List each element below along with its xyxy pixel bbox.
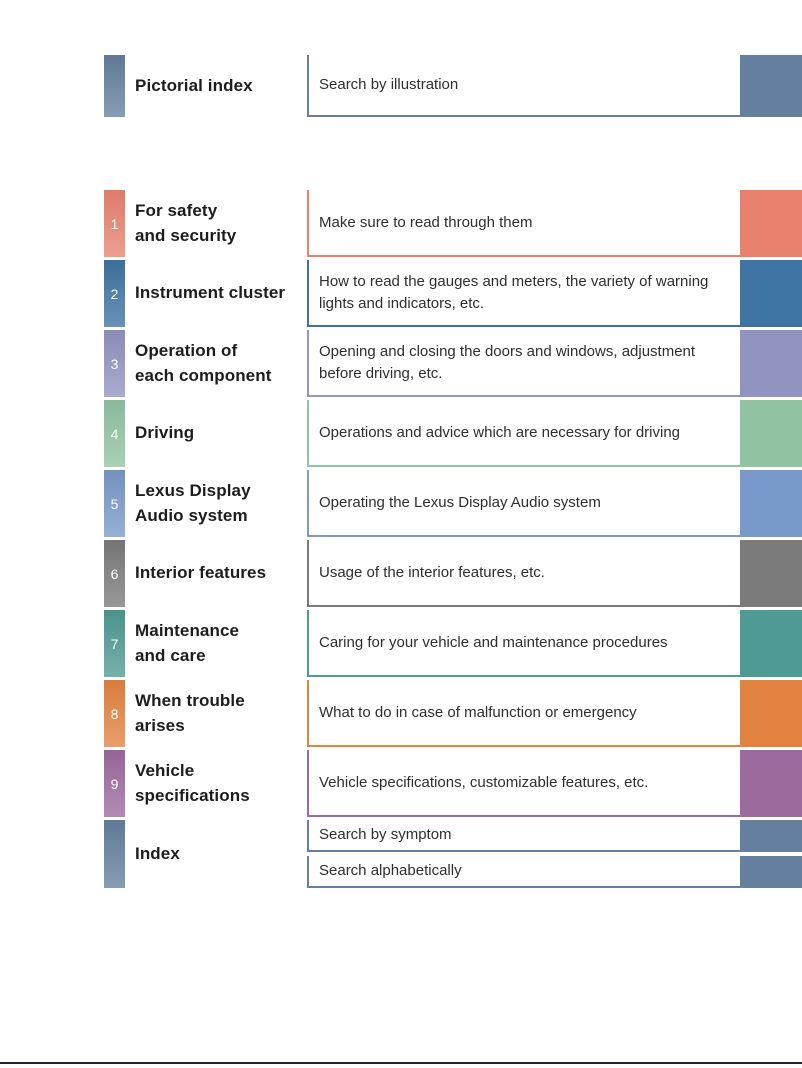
toc-row-4: 4 Driving Operations and advice which ar… (0, 400, 802, 467)
chapter-number-tab: 6 (104, 540, 125, 607)
toc-row-6: 6 Interior features Usage of the interio… (0, 540, 802, 607)
chapter-description: Operations and advice which are necessar… (307, 400, 740, 467)
chapter-description: How to read the gauges and meters, the v… (307, 260, 740, 327)
chapter-title: Interior features (135, 563, 267, 583)
chapter-description: Search by illustration (307, 55, 740, 117)
chapter-title: Operation of each component (135, 340, 272, 385)
chapter-number-tab: 4 (104, 400, 125, 467)
index-entries: Search by symptom Search alphabetically (307, 820, 802, 888)
chapter-description: Opening and closing the doors and window… (307, 330, 740, 397)
chapter-number-tab: 3 (104, 330, 125, 397)
chapter-color-block (740, 856, 802, 888)
chapter-color-block (740, 330, 802, 397)
chapter-number: 2 (110, 285, 119, 302)
chapter-color-block (740, 190, 802, 257)
chapter-number-tab: 5 (104, 470, 125, 537)
toc-row-1: 1 For safety and security Make sure to r… (0, 190, 802, 257)
chapter-tab (104, 820, 125, 888)
chapter-description: What to do in case of malfunction or eme… (307, 680, 740, 747)
chapter-color-block (740, 680, 802, 747)
chapter-description: Operating the Lexus Display Audio system (307, 470, 740, 537)
chapter-description: Caring for your vehicle and maintenance … (307, 610, 740, 677)
chapter-description: Make sure to read through them (307, 190, 740, 257)
chapter-number: 3 (110, 355, 119, 372)
chapter-number-tab: 8 (104, 680, 125, 747)
chapter-color-block (740, 260, 802, 327)
chapter-title: Index (135, 843, 180, 863)
chapter-color-block (740, 470, 802, 537)
chapter-color-block (740, 55, 802, 117)
chapter-number: 8 (110, 705, 119, 722)
chapter-number-tab: 9 (104, 750, 125, 817)
toc-row-3: 3 Operation of each component Opening an… (0, 330, 802, 397)
chapter-tab (104, 55, 125, 117)
chapter-number: 4 (110, 425, 119, 442)
chapter-number: 7 (110, 635, 119, 652)
chapter-title: When trouble arises (135, 690, 245, 735)
index-entry-alphabetical: Search alphabetically (307, 856, 802, 888)
chapter-title: Instrument cluster (135, 283, 286, 303)
chapter-number-tab: 1 (104, 190, 125, 257)
toc-row-5: 5 Lexus Display Audio system Operating t… (0, 470, 802, 537)
chapter-color-block (740, 540, 802, 607)
chapter-title: Lexus Display Audio system (135, 480, 251, 525)
index-entry-symptom: Search by symptom (307, 820, 802, 852)
chapter-title: For safety and security (135, 200, 237, 245)
toc-row-pictorial-index: Pictorial index Search by illustration (0, 55, 802, 117)
toc-row-7: 7 Maintenance and care Caring for your v… (0, 610, 802, 677)
chapter-color-block (740, 610, 802, 677)
chapter-number: 5 (110, 495, 119, 512)
chapter-color-block (740, 400, 802, 467)
toc-row-8: 8 When trouble arises What to do in case… (0, 680, 802, 747)
chapter-description: Search alphabetically (307, 856, 740, 888)
chapter-color-block (740, 820, 802, 852)
toc-row-9: 9 Vehicle specifications Vehicle specifi… (0, 750, 802, 817)
chapter-number-tab: 2 (104, 260, 125, 327)
chapter-description: Vehicle specifications, customizable fea… (307, 750, 740, 817)
chapter-title: Vehicle specifications (135, 760, 250, 805)
chapter-description: Search by symptom (307, 820, 740, 852)
page-bottom-rule (0, 1062, 802, 1064)
chapter-number: 1 (110, 215, 119, 232)
toc-row-2: 2 Instrument cluster How to read the gau… (0, 260, 802, 327)
chapter-title: Maintenance and care (135, 620, 240, 665)
chapter-title: Pictorial index (135, 75, 253, 95)
chapter-number: 9 (110, 775, 119, 792)
chapter-number-tab: 7 (104, 610, 125, 677)
chapter-title: Driving (135, 423, 195, 443)
chapter-number: 6 (110, 565, 119, 582)
chapter-description: Usage of the interior features, etc. (307, 540, 740, 607)
chapter-color-block (740, 750, 802, 817)
toc-row-index: Index Search by symptom Search alphabeti… (0, 820, 802, 888)
